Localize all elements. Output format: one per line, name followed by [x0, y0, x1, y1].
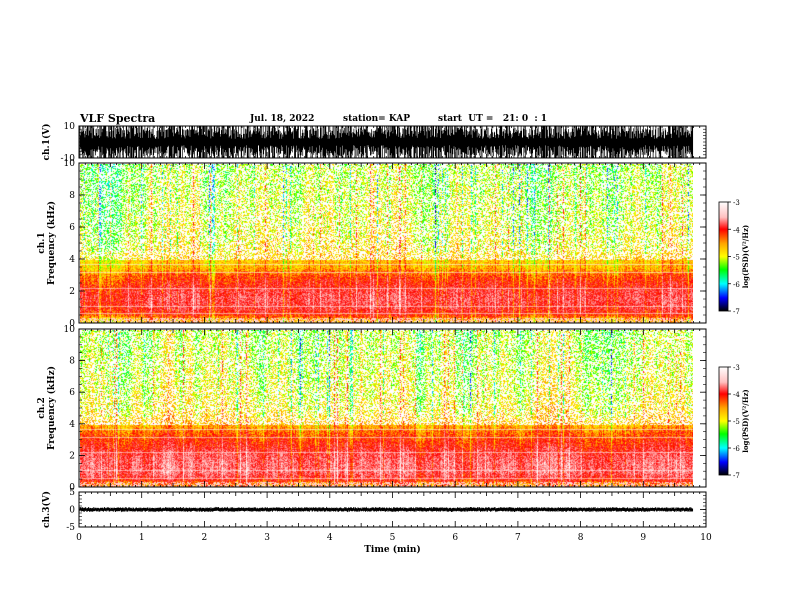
- ch1-spectrogram-y-tick-2: 2: [69, 287, 75, 297]
- ch2-spectrogram-y-tick-10: 10: [64, 325, 76, 335]
- ch2-spectrogram-y-tick-0: 0: [69, 483, 75, 493]
- ch2-spectrogram-y-tick-4: 4: [69, 420, 75, 430]
- ch1-spectrogram-y-tick-6: 6: [69, 223, 75, 233]
- ch2-colorbar-tick--7: -7: [733, 472, 740, 480]
- ch2-colorbar-tick--3: -3: [733, 364, 740, 372]
- ch1-spectrogram-y-label-1: Frequency (kHz): [46, 201, 57, 285]
- date-label: Jul. 18, 2022: [250, 114, 315, 124]
- ch2-spectrogram-image: [80, 330, 693, 487]
- ch1-spectrogram-y-tick-4: 4: [69, 255, 75, 265]
- x-axis-label: Time (min): [364, 544, 421, 555]
- ch1-waveform-trace: [79, 126, 694, 158]
- ch2-colorbar-tick--5: -5: [733, 418, 740, 426]
- station-label: station= KAP: [343, 114, 411, 124]
- ch2-spectrogram-y-label-0: ch.2: [37, 397, 47, 418]
- x-tick-label-8: 8: [578, 533, 584, 543]
- x-tick-label-7: 7: [515, 533, 521, 543]
- ch1-spectrogram-image: [80, 164, 693, 323]
- ch1-spectrogram-y-tick-0: 0: [69, 319, 75, 329]
- x-tick-label-5: 5: [390, 533, 396, 543]
- x-tick-label-6: 6: [452, 533, 458, 543]
- ch1-waveform-y-label-0: ch.1(V): [41, 124, 52, 161]
- ch1-colorbar-tick--7: -7: [733, 308, 740, 316]
- x-tick-label-3: 3: [264, 533, 270, 543]
- ch3-waveform-y-label-0: ch.3(V): [41, 491, 52, 528]
- ch2-spectrogram-y-label-1: Frequency (kHz): [46, 366, 57, 450]
- ch1-colorbar-label: log(PSD)(V²/Hz): [741, 225, 750, 289]
- ch3-waveform-y-tick-0: 0: [69, 506, 75, 516]
- ch1-waveform-y-tick--10: -10: [61, 154, 76, 164]
- x-tick-label-4: 4: [327, 533, 333, 543]
- ch1-colorbar-tick--5: -5: [733, 254, 740, 262]
- ch2-spectrogram-y-tick-6: 6: [69, 388, 75, 398]
- ch2-colorbar-label: log(PSD)(V²/Hz): [741, 389, 750, 453]
- ch2-spectrogram-y-tick-8: 8: [69, 357, 75, 367]
- ch1-colorbar-tick--4: -4: [733, 226, 740, 234]
- ch1-colorbar-tick--6: -6: [733, 281, 740, 289]
- x-tick-label-9: 9: [640, 533, 646, 543]
- ch1-spectrogram-y-label-0: ch.1: [37, 232, 47, 253]
- ch2-colorbar-tick--6: -6: [733, 445, 740, 453]
- x-tick-label-1: 1: [139, 533, 145, 543]
- ch1-spectrogram-y-tick-8: 8: [69, 191, 75, 201]
- x-tick-label-0: 0: [76, 533, 82, 543]
- ch2-colorbar-tick--4: -4: [733, 391, 740, 399]
- ch2-colorbar: [718, 366, 729, 476]
- ch3-waveform-y-tick-5: 5: [69, 488, 75, 498]
- ch3-waveform-y-tick--5: -5: [66, 523, 75, 533]
- ch3-waveform-trace: [79, 506, 694, 513]
- ch1-colorbar: [718, 201, 729, 312]
- ch2-spectrogram-y-tick-2: 2: [69, 451, 75, 461]
- ch1-spectrogram-y-tick-10: 10: [64, 159, 76, 169]
- figure-title: VLF Spectra: [80, 112, 156, 125]
- x-tick-label-2: 2: [202, 533, 208, 543]
- start-ut-label: start UT = 21: 0 : 1: [438, 114, 548, 124]
- x-tick-label-10: 10: [700, 533, 712, 543]
- ch1-colorbar-tick--3: -3: [733, 199, 740, 207]
- ch1-waveform-y-tick-10: 10: [64, 122, 76, 132]
